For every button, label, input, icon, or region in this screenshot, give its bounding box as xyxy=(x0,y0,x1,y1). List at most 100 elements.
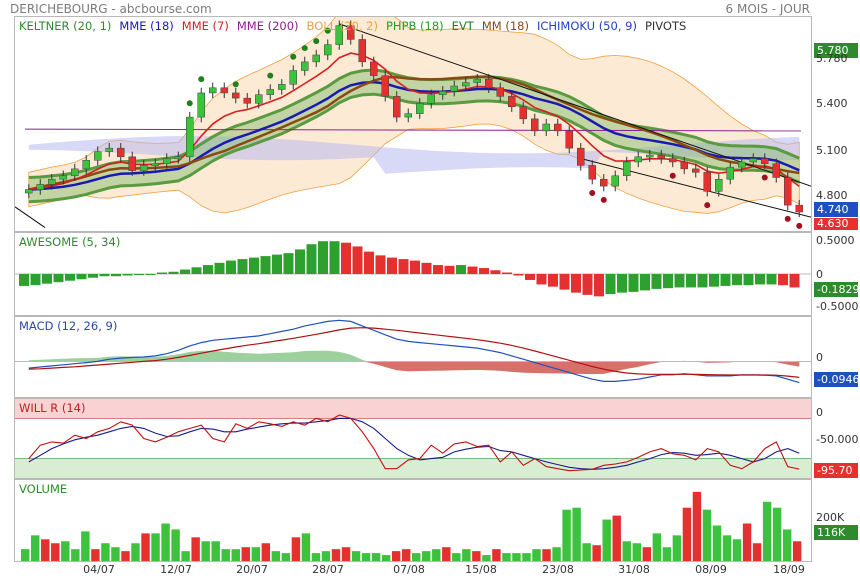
candle-body xyxy=(588,165,596,180)
candle-body xyxy=(324,44,332,56)
volume-bar xyxy=(602,519,611,561)
candle-body xyxy=(531,118,539,132)
trend-line-left xyxy=(15,206,46,228)
volume-bar xyxy=(562,509,571,561)
candle-body xyxy=(761,158,769,164)
phpb-dot xyxy=(290,53,297,60)
candle-body xyxy=(657,154,665,159)
legend-item[interactable]: PIVOTS xyxy=(644,19,687,33)
legend-item[interactable]: ICHIMOKU (50, 9) xyxy=(536,19,637,33)
awesome-bar xyxy=(352,246,363,274)
willr-tick: 0 xyxy=(816,406,823,419)
awesome-bar xyxy=(226,260,236,274)
awesome-bar xyxy=(433,265,443,274)
volume-bar xyxy=(612,515,621,561)
volume-bar xyxy=(582,543,591,561)
volume-bar xyxy=(722,535,732,561)
phpb-dot xyxy=(589,190,596,197)
volume-bar xyxy=(181,551,190,561)
awesome-bar xyxy=(444,265,455,274)
legend-item[interactable]: EVT xyxy=(451,19,474,33)
candle-body xyxy=(692,168,700,173)
legend-item[interactable]: MME (7) xyxy=(181,19,229,33)
awesome-bar xyxy=(789,274,800,288)
volume-bar xyxy=(792,541,802,561)
volume-bar xyxy=(261,543,271,561)
candle-body xyxy=(634,156,642,163)
awesome-panel[interactable]: AWESOME (5, 34) xyxy=(14,232,812,316)
candle-body xyxy=(232,92,240,99)
candle-body xyxy=(59,175,67,180)
x-tick-label: 20/07 xyxy=(236,563,268,576)
phpb-dot xyxy=(232,81,239,88)
legend-item[interactable]: KELTNER (20, 1) xyxy=(19,19,112,33)
volume-bar xyxy=(782,529,792,561)
volume-bar xyxy=(231,549,240,561)
price-panel[interactable]: KELTNER (20, 1) MME (18) MME (7) MME (200) B… xyxy=(14,16,812,232)
volume-bar xyxy=(712,525,722,561)
volume-bar xyxy=(432,549,441,561)
price-tick: 4.800 xyxy=(816,189,848,202)
candle-body xyxy=(542,123,550,132)
awesome-bar xyxy=(490,270,501,274)
volume-bar xyxy=(71,549,80,561)
candle-body xyxy=(25,189,33,194)
volume-bar xyxy=(702,509,712,561)
candle-body xyxy=(726,166,734,180)
candle-body xyxy=(94,151,102,161)
x-tick-label: 23/08 xyxy=(542,563,574,576)
volume-bar xyxy=(221,549,230,561)
candle-body xyxy=(301,61,309,71)
price-current-tag: 4.740 xyxy=(814,202,858,217)
awesome-bar xyxy=(341,242,351,274)
willr-panel[interactable]: WILL R (14) xyxy=(14,398,812,479)
volume-bar xyxy=(592,545,601,561)
legend-item[interactable]: PHPB (18) xyxy=(386,19,444,33)
candle-body xyxy=(381,75,389,97)
phpb-dot xyxy=(761,174,768,181)
volume-bar xyxy=(752,543,762,561)
willr-chart xyxy=(15,399,811,478)
candle-body xyxy=(738,161,746,168)
volume-bar xyxy=(442,547,451,561)
volume-bar xyxy=(762,501,772,561)
macd-panel[interactable]: MACD (12, 26, 9) xyxy=(14,316,812,398)
phpb-dot xyxy=(669,172,676,179)
awesome-bar xyxy=(663,274,673,289)
awesome-bar xyxy=(88,274,98,278)
candle-body xyxy=(289,70,297,85)
volume-bar xyxy=(91,549,100,561)
macd-tag: -0.0946 xyxy=(814,372,859,387)
volume-bar xyxy=(522,553,531,561)
legend-item[interactable]: BOLL (20, 2) xyxy=(306,19,378,33)
mm18-line xyxy=(28,75,800,191)
candle-body xyxy=(220,87,228,94)
awesome-bar xyxy=(479,268,489,274)
phpb-dot xyxy=(796,222,803,229)
candle-body xyxy=(36,184,44,190)
awesome-bar xyxy=(709,274,719,287)
phpb-dot xyxy=(704,202,711,209)
phpb-dot xyxy=(324,27,331,34)
macd-chart xyxy=(15,319,811,384)
awesome-tick: 0.5000 xyxy=(816,234,855,247)
candle-body xyxy=(266,89,274,95)
awesome-bar xyxy=(697,274,708,288)
volume-panel[interactable]: VOLUME xyxy=(14,479,812,562)
volume-bar xyxy=(532,549,541,561)
legend-item[interactable]: MME (200) xyxy=(236,19,299,33)
candle-body xyxy=(370,61,378,76)
legend-item[interactable]: MM (18) xyxy=(481,19,529,33)
awesome-bar xyxy=(249,257,259,274)
volume-bar xyxy=(742,523,752,561)
awesome-bar xyxy=(168,271,179,274)
volume-bar xyxy=(191,537,200,561)
candle-body xyxy=(565,130,573,149)
volume-bar xyxy=(642,547,652,561)
awesome-bar xyxy=(329,241,340,274)
macd-histogram-negative xyxy=(28,361,800,375)
legend-item[interactable]: MME (18) xyxy=(119,19,174,33)
awesome-bar xyxy=(42,274,52,284)
candle-body xyxy=(496,87,504,97)
candle-body xyxy=(795,204,803,213)
